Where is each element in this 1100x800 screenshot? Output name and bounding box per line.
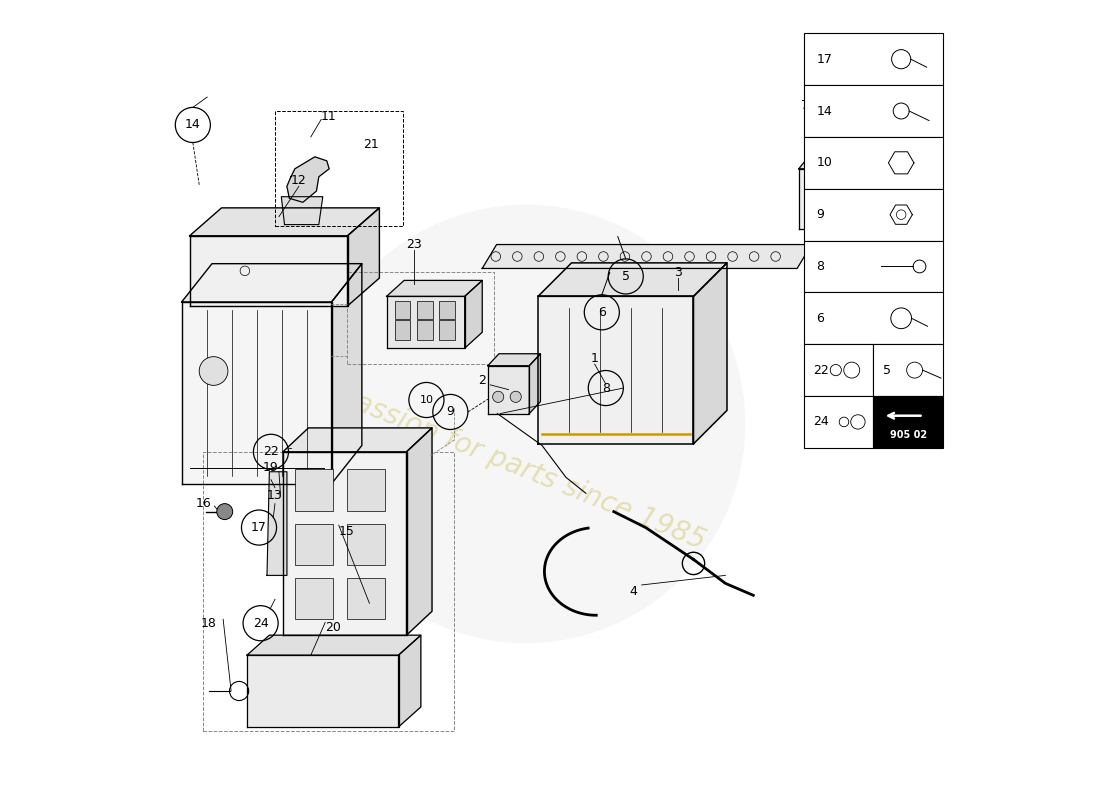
Text: 19: 19 [263,462,278,474]
Polygon shape [693,263,727,444]
Text: 14: 14 [185,118,200,131]
Polygon shape [799,151,853,169]
Text: 1: 1 [591,352,598,365]
Polygon shape [398,635,421,727]
Text: 5: 5 [621,270,629,283]
Polygon shape [407,428,432,635]
Bar [295,578,333,619]
Bar [395,301,410,318]
Polygon shape [464,281,482,348]
Text: 20: 20 [326,621,341,634]
Polygon shape [386,281,482,296]
Polygon shape [248,655,398,727]
Polygon shape [287,157,329,202]
Polygon shape [282,197,322,225]
Bar [439,320,455,340]
Text: 8: 8 [602,382,609,394]
Bar [803,85,943,137]
Text: 12: 12 [292,174,307,187]
Bar [439,301,455,318]
Bar [803,344,873,396]
Bar [873,396,943,448]
Polygon shape [538,296,693,444]
Bar [346,578,385,619]
Text: 2: 2 [478,374,486,386]
Polygon shape [348,208,380,306]
Bar [803,292,943,344]
Polygon shape [538,263,727,296]
Text: 13: 13 [267,489,283,502]
Text: 21: 21 [363,138,378,151]
Circle shape [493,391,504,402]
Text: 10: 10 [419,395,433,405]
Polygon shape [487,354,540,366]
Text: 10: 10 [816,156,832,170]
Text: 17: 17 [816,53,832,66]
Text: 24: 24 [813,415,828,429]
Bar [803,396,873,448]
Polygon shape [283,428,432,452]
Text: 15: 15 [339,525,354,538]
Text: 6: 6 [598,306,606,319]
Text: 6: 6 [816,312,824,325]
Text: 3: 3 [673,266,682,279]
Bar [803,189,943,241]
Text: 24: 24 [253,617,268,630]
Bar [803,241,943,292]
Polygon shape [182,264,362,302]
Polygon shape [799,169,838,229]
Circle shape [217,504,233,519]
Text: 14: 14 [816,105,832,118]
Text: 22: 22 [263,446,278,458]
Bar [803,137,943,189]
Polygon shape [386,296,464,348]
Polygon shape [331,264,362,484]
Text: 9: 9 [816,208,824,221]
Bar [803,34,943,85]
Text: a passion for parts since 1985: a passion for parts since 1985 [310,372,710,555]
Bar [346,273,494,364]
Polygon shape [189,208,380,236]
Circle shape [510,391,521,402]
Bar [395,320,410,340]
Text: 16: 16 [196,497,211,510]
Polygon shape [487,366,529,414]
Polygon shape [267,472,287,575]
Bar [295,470,333,511]
Polygon shape [529,354,540,414]
Text: 18: 18 [201,617,217,630]
Polygon shape [248,635,421,655]
Text: 11: 11 [320,110,337,122]
Bar [417,301,432,318]
Polygon shape [283,452,407,635]
Polygon shape [838,151,853,229]
Text: 22: 22 [813,364,828,377]
Bar [295,523,333,565]
Text: 7: 7 [801,98,810,111]
Text: 5: 5 [883,364,891,377]
Text: 905 02: 905 02 [890,430,926,440]
Polygon shape [189,236,348,306]
Bar [417,320,432,340]
Polygon shape [182,302,331,484]
Polygon shape [482,245,812,269]
Ellipse shape [307,205,746,643]
Text: 4: 4 [630,585,638,598]
Bar [346,470,385,511]
Text: 9: 9 [447,406,454,418]
Bar [275,110,403,226]
Bar [346,523,385,565]
Text: 8: 8 [816,260,824,273]
Bar [873,344,943,396]
Circle shape [199,357,228,386]
Text: 17: 17 [251,521,267,534]
Bar [204,452,454,731]
Text: 23: 23 [407,238,422,251]
